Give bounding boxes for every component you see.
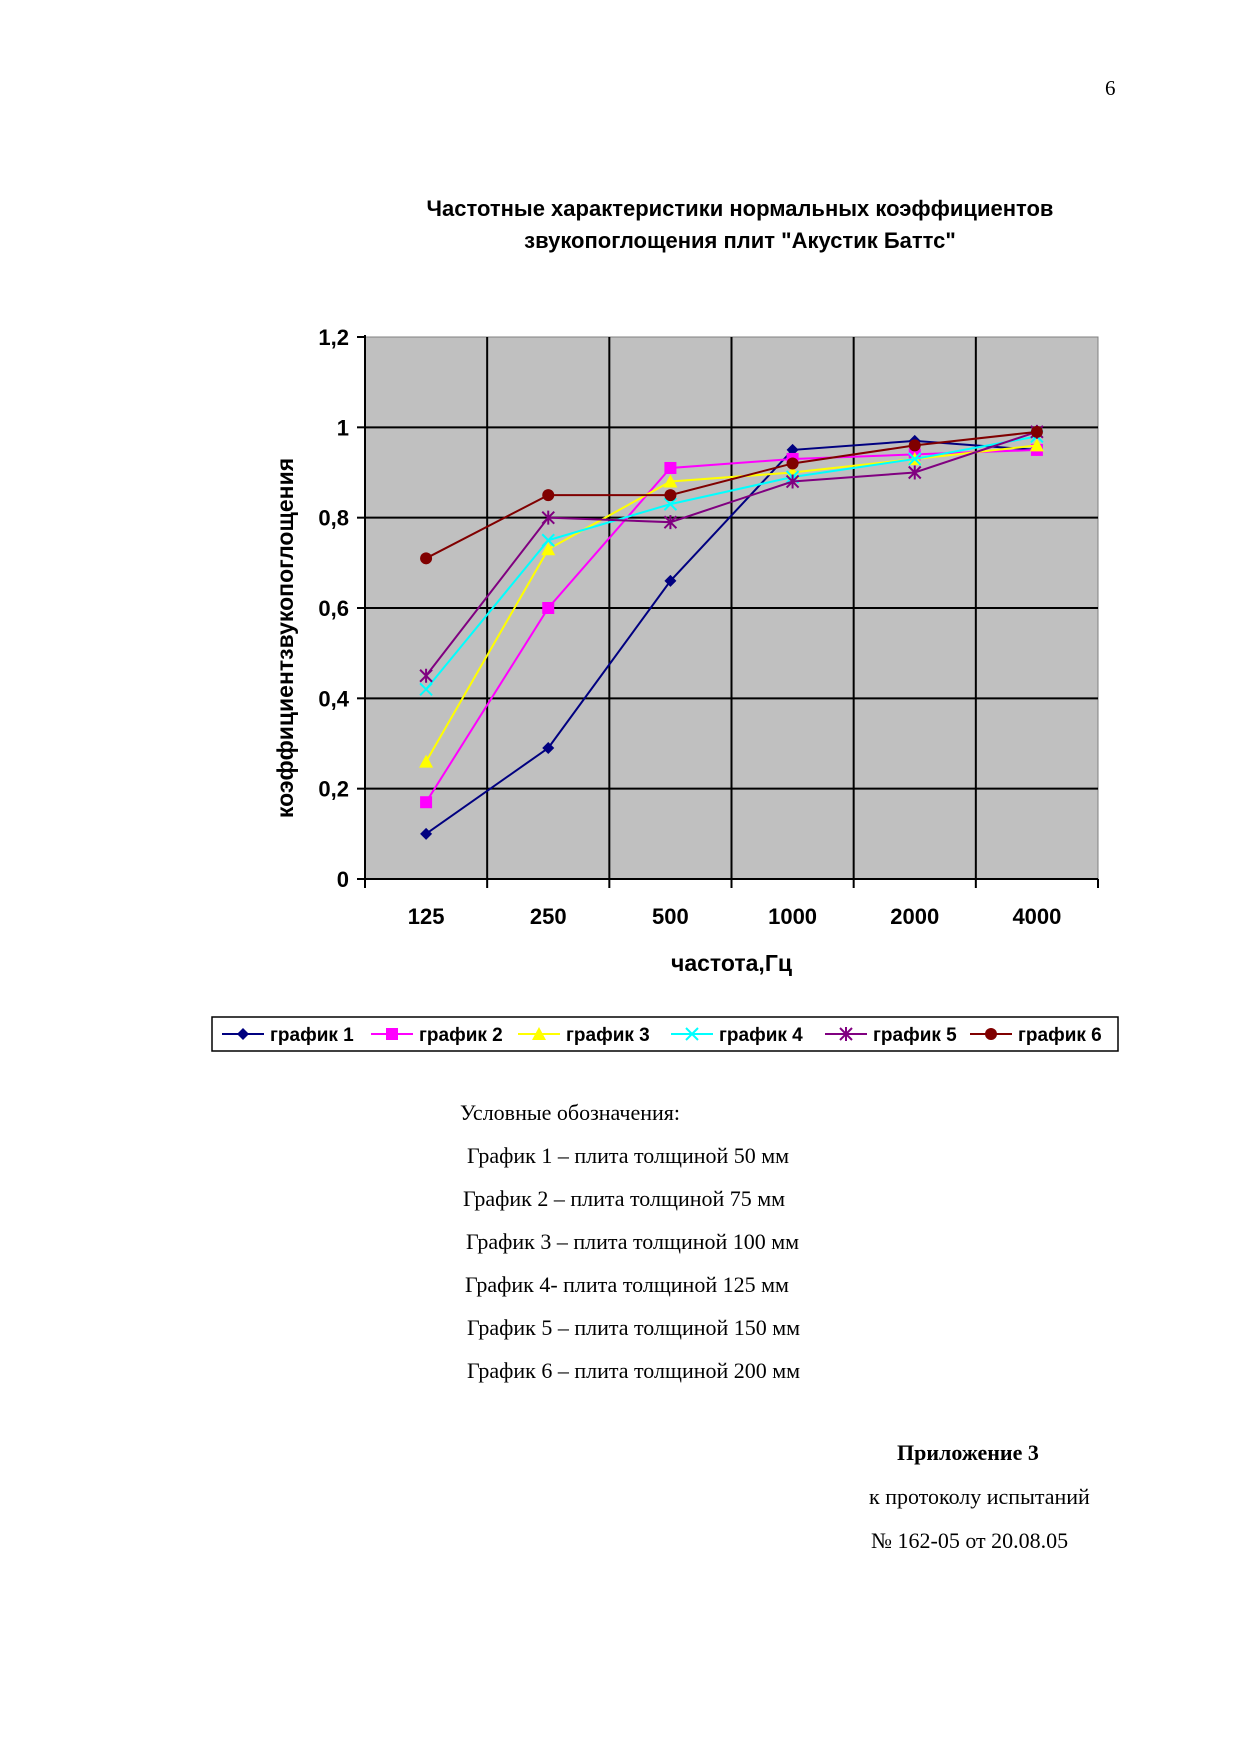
data-point	[663, 497, 678, 511]
y-tick-label: 1	[337, 415, 349, 440]
legend-label: график 2	[419, 1025, 503, 1046]
data-point	[541, 542, 556, 556]
data-point	[420, 796, 433, 809]
data-point	[542, 602, 555, 614]
data-point	[664, 461, 677, 474]
chart-legend	[211, 1016, 1119, 1052]
y-tick-label: 0,2	[318, 777, 349, 802]
data-point	[1029, 438, 1044, 452]
x-tick-label: 4000	[1012, 904, 1061, 929]
appendix-line-2: № 162-05 от 20.08.05	[871, 1528, 1069, 1553]
legend-item-6: график 6	[970, 1025, 1102, 1046]
legend-marker	[237, 1028, 249, 1040]
data-point	[420, 552, 433, 565]
legend-marker	[532, 1027, 546, 1040]
series-line-6	[425, 430, 1038, 560]
data-point	[542, 489, 555, 502]
x-tick-label: 2000	[890, 904, 939, 929]
chart-title-line-2: звукопоглощения плит "Акустик Баттс"	[524, 228, 956, 253]
x-tick-label: 1000	[768, 904, 817, 929]
chart-title: Частотные характеристики нормальных коэф…	[330, 193, 1150, 257]
legend-label: график 6	[1018, 1025, 1102, 1046]
data-point	[419, 754, 434, 768]
data-point	[664, 574, 677, 587]
data-point	[908, 439, 921, 452]
x-tick-label: 500	[652, 904, 689, 929]
y-tick-label: 0,4	[318, 686, 349, 711]
data-point	[542, 742, 555, 755]
legend-line-2: График 2 – плита толщиной 75 мм	[463, 1186, 786, 1211]
y-tick-label: 0	[337, 867, 349, 892]
data-point	[420, 827, 433, 840]
y-tick-label: 0,8	[318, 506, 349, 531]
series-6	[420, 425, 1043, 565]
legend-item-2: график 2	[371, 1025, 503, 1046]
legend-line-4: График 4- плита толщиной 125 мм	[465, 1272, 789, 1297]
legend-label: график 5	[873, 1025, 957, 1046]
page-number: 6	[1105, 76, 1116, 100]
legend-marker	[386, 1028, 398, 1040]
x-tick-label: 125	[408, 904, 445, 929]
legend-label: график 3	[566, 1025, 650, 1046]
data-point	[786, 443, 799, 456]
legend-heading: Условные обозначения:	[460, 1100, 681, 1125]
legend-label: график 4	[719, 1025, 803, 1046]
x-axis-label: частота,Гц	[671, 950, 792, 976]
legend-item-4: график 4	[671, 1025, 803, 1046]
series-line-5	[425, 430, 1038, 677]
data-point	[419, 682, 433, 697]
sound-absorption-chart: 0 0,2 0,4 0,6 0,8 1 1,2 125 250 500 1000 2000 4000 ча…	[211, 325, 1119, 1052]
data-point	[785, 465, 800, 479]
legend-marker	[685, 1027, 699, 1041]
legend-line-6: График 6 – плита толщиной 200 мм	[467, 1358, 801, 1383]
legend-item-5: график 5	[825, 1025, 957, 1046]
data-point	[663, 515, 678, 530]
series-line-2	[425, 448, 1037, 803]
y-axis-label: коэффициентзвукопоглощения	[272, 458, 298, 818]
legend-marker	[839, 1027, 853, 1041]
y-tick-label: 0,6	[318, 596, 349, 621]
data-point	[908, 452, 922, 466]
legend-line-1: График 1 – плита толщиной 50 мм	[467, 1143, 790, 1168]
legend-label: график 1	[270, 1025, 354, 1046]
x-tick-label: 250	[530, 904, 567, 929]
data-point	[541, 510, 555, 525]
legend-item-3: график 3	[518, 1025, 650, 1046]
data-point	[786, 457, 799, 470]
data-point	[908, 465, 922, 480]
appendix-line-1: к протоколу испытаний	[869, 1484, 1090, 1509]
data-point	[785, 474, 800, 489]
data-point	[419, 668, 433, 683]
data-point	[664, 489, 677, 502]
y-tick-label: 1,2	[318, 325, 349, 350]
data-point	[663, 474, 678, 488]
legend-item-1: график 1	[222, 1025, 354, 1046]
legend-marker	[985, 1028, 997, 1040]
series-line-4	[425, 435, 1038, 690]
chart-title-line-1: Частотные характеристики нормальных коэф…	[426, 196, 1054, 221]
data-point	[541, 533, 555, 547]
legend-line-5: График 5 – плита толщиной 150 мм	[467, 1315, 801, 1340]
series-line-3	[425, 444, 1038, 763]
data-point	[1030, 425, 1043, 438]
legend-line-3: График 3 – плита толщиной 100 мм	[466, 1229, 800, 1254]
appendix-title: Приложение 3	[897, 1440, 1039, 1465]
